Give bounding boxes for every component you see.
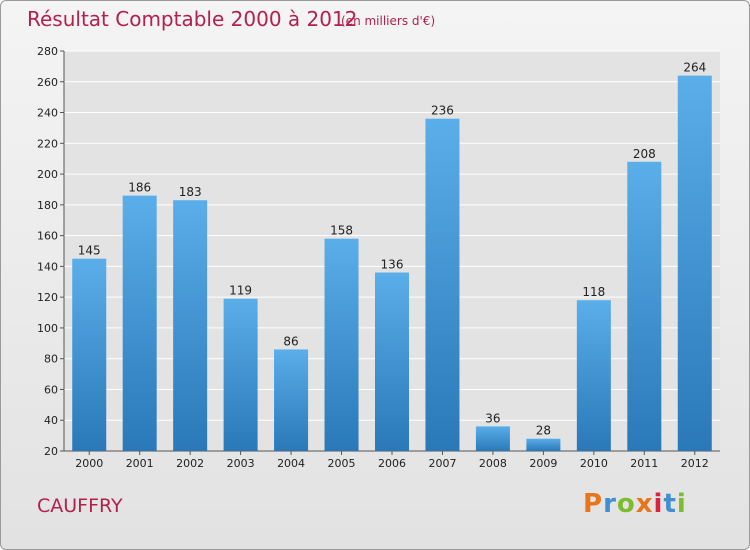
x-tick-label: 2012 [681, 457, 709, 470]
data-label: 264 [683, 61, 706, 75]
logo-letter: P [583, 489, 604, 519]
y-tick-label: 60 [44, 383, 58, 396]
bar [375, 272, 409, 451]
chart-subtitle: (en milliers d'€) [341, 14, 436, 28]
logo-letter: i [653, 489, 664, 519]
y-tick-label: 160 [37, 230, 58, 243]
bar [576, 300, 611, 451]
y-tick-label: 240 [37, 107, 58, 120]
x-tick-label: 2002 [176, 457, 204, 470]
bar [274, 349, 309, 451]
x-tick-label: 2011 [630, 457, 658, 470]
bar [627, 161, 662, 451]
y-tick-label: 80 [44, 353, 58, 366]
bar [72, 258, 107, 451]
y-tick-label: 140 [37, 260, 58, 273]
proxiti-logo: Proxiti [583, 489, 687, 519]
x-tick-label: 2005 [328, 457, 356, 470]
data-label: 186 [128, 181, 151, 195]
logo-letter: r [603, 489, 617, 519]
bar [173, 200, 208, 451]
data-label: 208 [633, 147, 656, 161]
logo-letter: o [616, 489, 636, 519]
data-label: 118 [582, 285, 605, 299]
x-tick-label: 2009 [529, 457, 557, 470]
logo-letter: i [676, 489, 687, 519]
chart-title: Résultat Comptable 2000 à 2012 [27, 7, 358, 31]
data-label: 183 [179, 185, 202, 199]
x-tick-label: 2003 [227, 457, 255, 470]
commune-name: CAUFFRY [37, 495, 123, 517]
y-tick-label: 180 [37, 199, 58, 212]
x-tick-label: 2006 [378, 457, 406, 470]
x-tick-label: 2010 [580, 457, 608, 470]
x-tick-label: 2004 [277, 457, 305, 470]
data-label: 119 [229, 284, 252, 298]
x-tick-label: 2001 [126, 457, 154, 470]
data-label: 86 [283, 334, 298, 348]
y-tick-label: 200 [37, 168, 58, 181]
bar [677, 75, 712, 451]
data-label: 28 [536, 424, 551, 438]
y-tick-label: 280 [37, 45, 58, 58]
bar [324, 238, 359, 451]
y-tick-label: 260 [37, 76, 58, 89]
bar [526, 438, 561, 451]
y-tick-label: 120 [37, 291, 58, 304]
data-label: 145 [78, 244, 101, 258]
bar [475, 426, 510, 451]
logo-letter: t [663, 489, 677, 519]
bar [223, 298, 258, 451]
x-tick-label: 2007 [428, 457, 456, 470]
bar [122, 195, 157, 451]
data-label: 158 [330, 224, 353, 238]
y-tick-label: 100 [37, 322, 58, 335]
data-label: 36 [485, 411, 500, 425]
data-label: 236 [431, 104, 454, 118]
y-tick-label: 220 [37, 137, 58, 150]
y-tick-label: 20 [44, 445, 58, 458]
data-label: 136 [381, 258, 404, 272]
x-tick-label: 2008 [479, 457, 507, 470]
bar [425, 118, 460, 451]
logo-letter: x [635, 489, 654, 519]
y-tick-label: 40 [44, 414, 58, 427]
x-tick-label: 2000 [75, 457, 103, 470]
